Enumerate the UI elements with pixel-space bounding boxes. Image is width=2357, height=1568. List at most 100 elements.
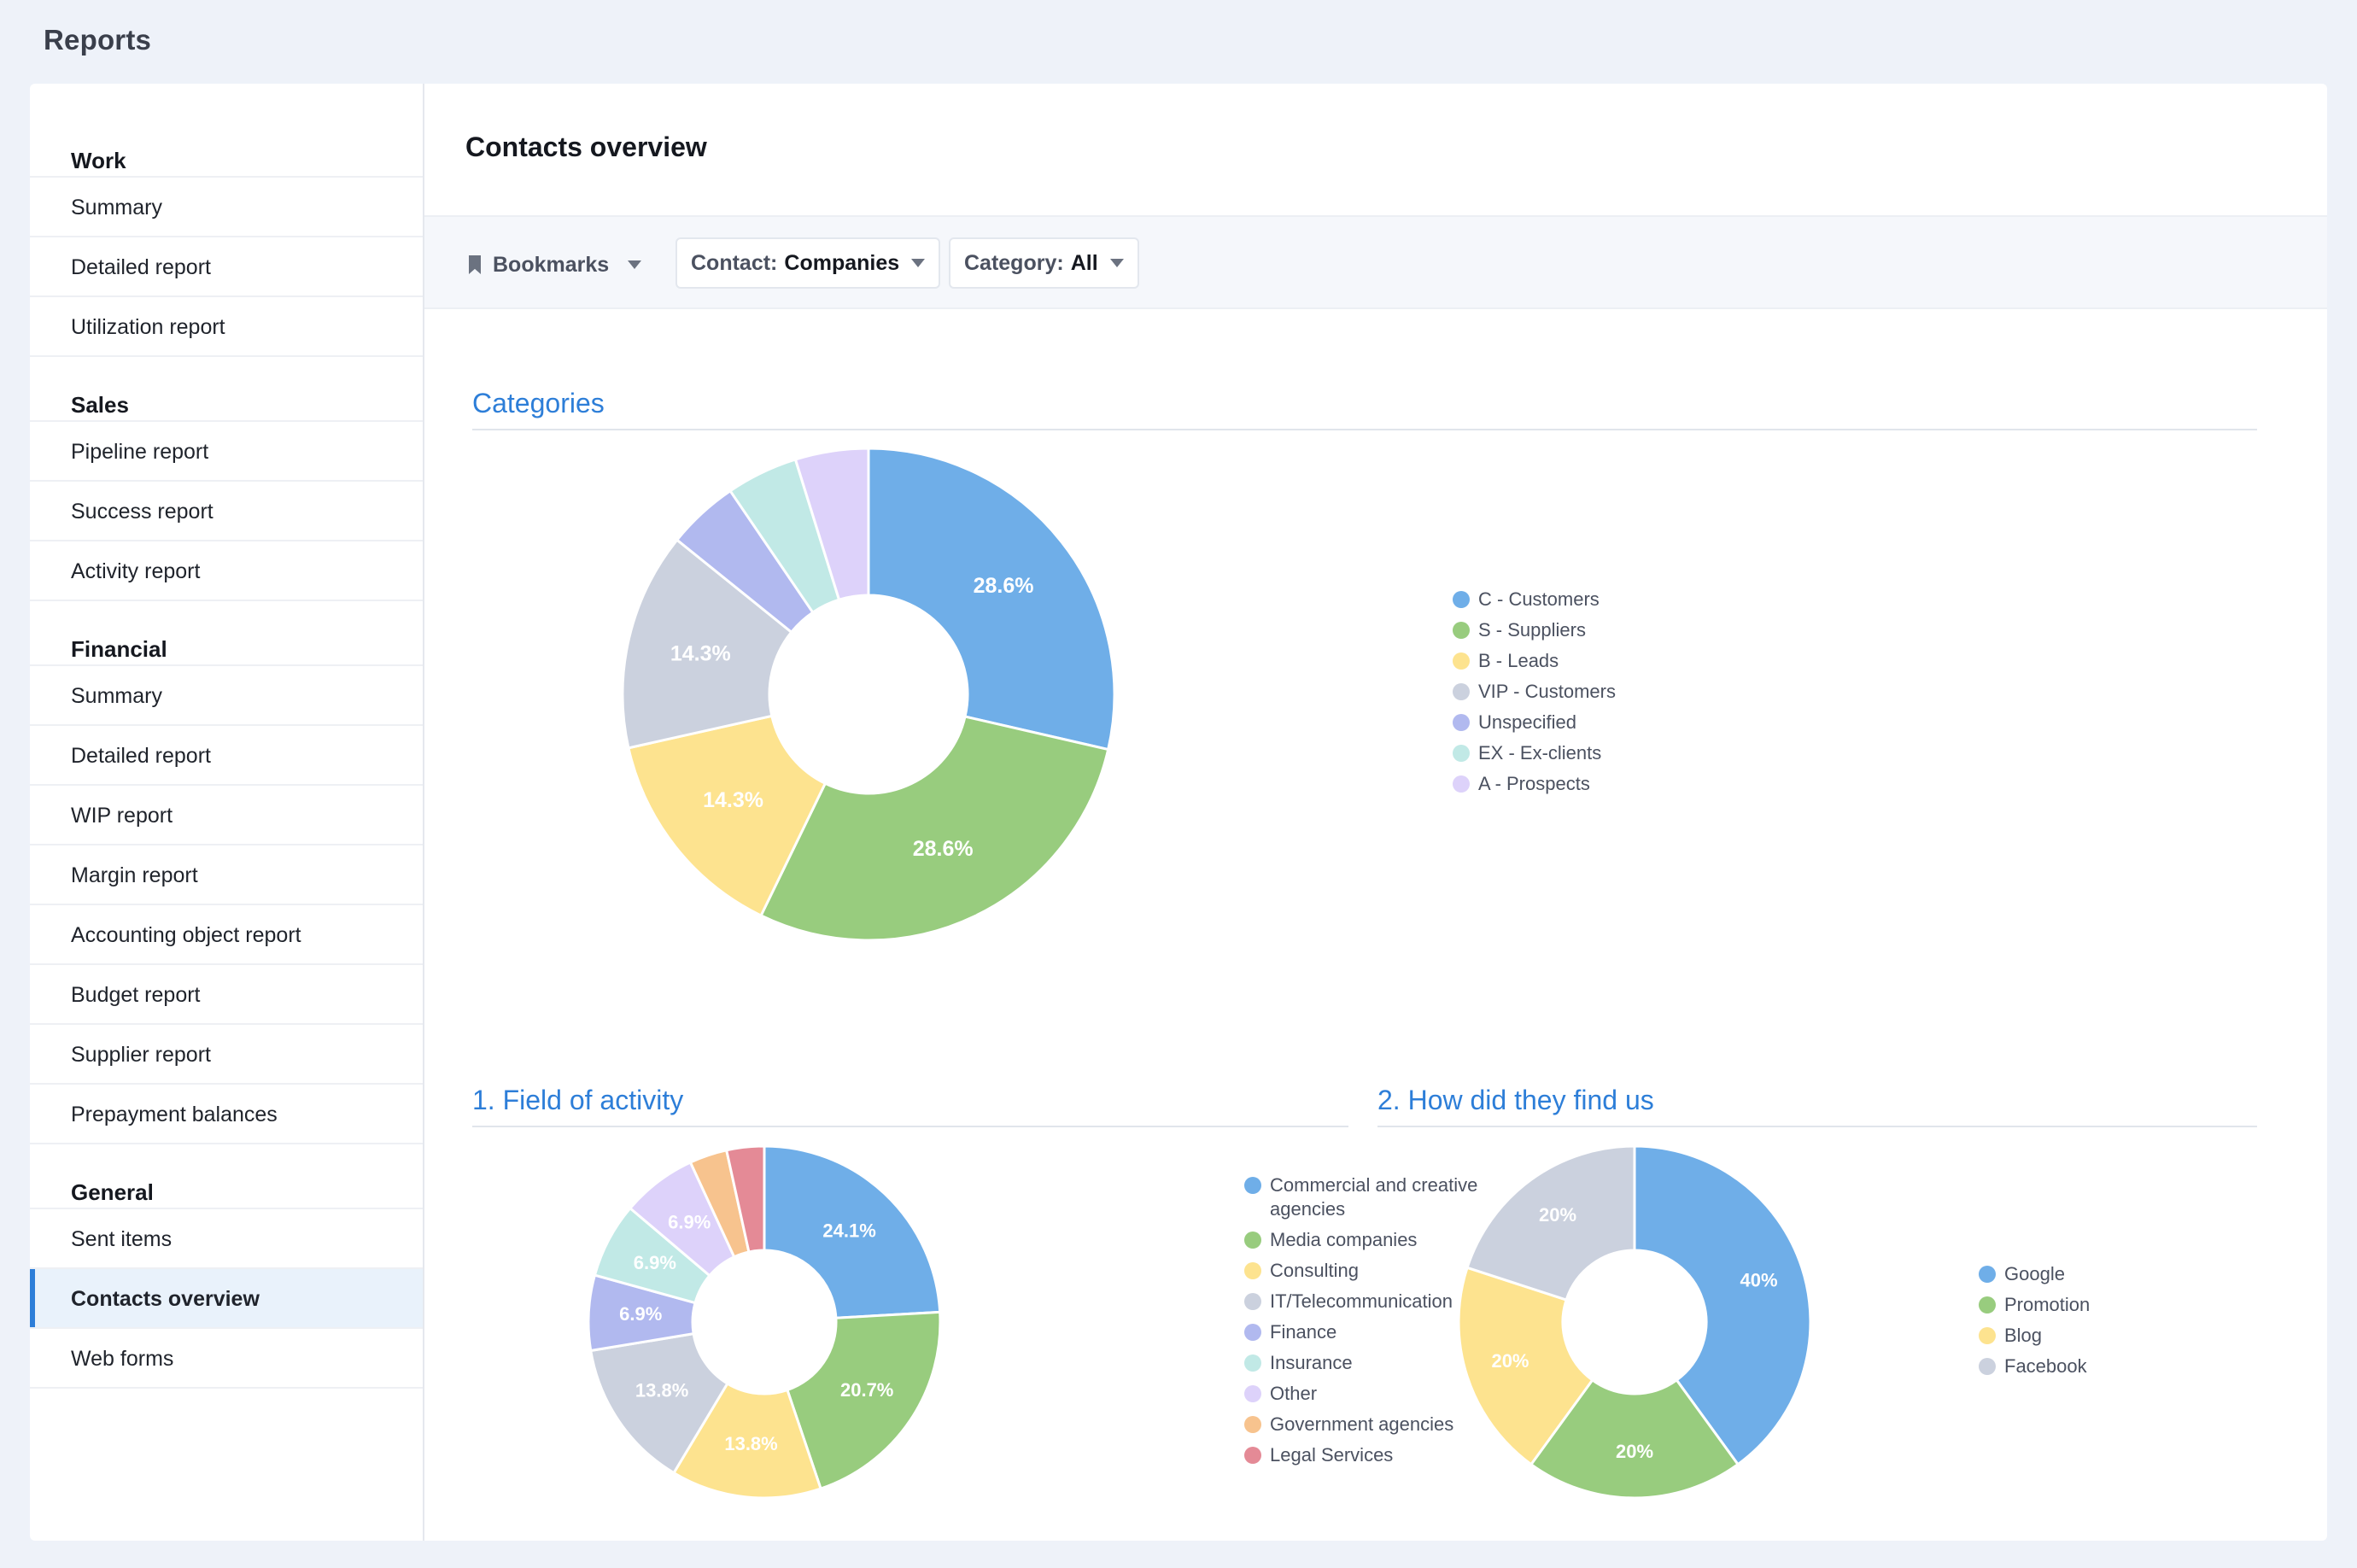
legend-item-facebook[interactable]: Facebook <box>1979 1354 2090 1378</box>
legend-swatch <box>1244 1262 1261 1279</box>
sidebar-group-sales: Sales Pipeline report Success report Activi… <box>30 374 423 601</box>
main-content: Contacts overview Bookmarks Contact: Com… <box>424 84 2327 1541</box>
bookmarks-dropdown[interactable]: Bookmarks <box>469 241 642 289</box>
sidebar-item-prepayment-balances[interactable]: Prepayment balances <box>30 1085 423 1144</box>
slice-blog[interactable] <box>1457 1266 1594 1466</box>
data-label-it-telecommunication: 13.8% <box>635 1379 688 1401</box>
slice-legal-services[interactable] <box>724 1144 766 1254</box>
contact-filter-value: Companies <box>784 250 900 275</box>
legend-item-it-telecommunication[interactable]: IT/Telecommunication <box>1244 1290 1535 1313</box>
legend-label: B - Leads <box>1478 650 1559 671</box>
slice-google[interactable] <box>1633 1144 1812 1466</box>
data-label-consulting: 13.8% <box>724 1433 777 1454</box>
legend-item-promotion[interactable]: Promotion <box>1979 1293 2090 1317</box>
sidebar-item-detailed-report[interactable]: Detailed report <box>30 726 423 786</box>
legend-item-ex-ex-clients[interactable]: EX - Ex-clients <box>1453 741 1616 765</box>
legend-item-finance[interactable]: Finance <box>1244 1320 1535 1344</box>
sidebar-item-margin-report[interactable]: Margin report <box>30 845 423 905</box>
chevron-down-icon <box>1109 259 1124 267</box>
category-filter-dropdown[interactable]: Category: All <box>949 237 1139 289</box>
legend-swatch <box>1453 622 1470 639</box>
legend-swatch <box>1979 1296 1996 1313</box>
sidebar-item-budget-report[interactable]: Budget report <box>30 965 423 1025</box>
data-label-c-customers: 28.6% <box>974 574 1034 598</box>
slice-media-companies[interactable] <box>786 1310 942 1491</box>
how-did-they-find-us-chart-title: 2. How did they find us <box>1377 1085 1654 1115</box>
legend-label: Insurance <box>1270 1352 1353 1373</box>
slice-s-suppliers[interactable] <box>759 715 1110 942</box>
legend-swatch <box>1244 1447 1261 1464</box>
field-of-activity-legend: Commercial and creative agencies Media co… <box>1244 1173 1535 1474</box>
sidebar-group-title: Work <box>30 130 423 178</box>
legend-item-b-leads[interactable]: B - Leads <box>1453 649 1616 673</box>
reports-shell: Work Summary Detailed report Utilization re… <box>30 84 2327 1541</box>
filter-bar: Bookmarks Contact: Companies Category: A… <box>424 215 2327 309</box>
data-label-google: 40% <box>1740 1270 1777 1291</box>
sidebar-item-success-report[interactable]: Success report <box>30 482 423 541</box>
sidebar-item-sent-items[interactable]: Sent items <box>30 1209 423 1269</box>
slice-it-telecommunication[interactable] <box>589 1331 729 1475</box>
legend-swatch <box>1453 775 1470 793</box>
sidebar-item-summary[interactable]: Summary <box>30 178 423 237</box>
section-divider <box>472 429 2257 430</box>
sidebar-group-general: General Sent items Contacts overview Web fo… <box>30 1161 423 1389</box>
sidebar-item-summary[interactable]: Summary <box>30 666 423 726</box>
report-title: Contacts overview <box>465 132 707 162</box>
slice-b-leads[interactable] <box>627 714 828 918</box>
slice-promotion[interactable] <box>1529 1378 1740 1500</box>
sidebar-item-utilization-report[interactable]: Utilization report <box>30 297 423 357</box>
sidebar-item-detailed-report[interactable]: Detailed report <box>30 237 423 297</box>
legend-item-government-agencies[interactable]: Government agencies <box>1244 1413 1535 1436</box>
field-of-activity-chart-title: 1. Field of activity <box>472 1085 684 1115</box>
bookmark-icon <box>469 255 481 274</box>
categories-donut-chart: 28.6% 28.6% 14.3% 14.3% <box>621 447 1116 942</box>
legend-item-c-customers[interactable]: C - Customers <box>1453 588 1616 611</box>
contact-filter-dropdown[interactable]: Contact: Companies <box>676 237 941 289</box>
legend-swatch <box>1453 683 1470 700</box>
category-filter-label: Category: <box>964 250 1064 275</box>
slice-vip-customers[interactable] <box>621 538 793 750</box>
sidebar-item-activity-report[interactable]: Activity report <box>30 541 423 601</box>
legend-swatch <box>1979 1327 1996 1344</box>
sidebar-item-accounting-object-report[interactable]: Accounting object report <box>30 905 423 965</box>
sidebar-item-wip-report[interactable]: WIP report <box>30 786 423 845</box>
sidebar-item-pipeline-report[interactable]: Pipeline report <box>30 422 423 482</box>
sidebar-group-work: Work Summary Detailed report Utilization re… <box>30 130 423 357</box>
slice-facebook[interactable] <box>1465 1144 1636 1302</box>
legend-item-consulting[interactable]: Consulting <box>1244 1259 1535 1283</box>
data-label-insurance: 6.9% <box>634 1252 676 1273</box>
slice-c-customers[interactable] <box>867 447 1116 752</box>
legend-label: A - Prospects <box>1478 773 1590 794</box>
legend-swatch <box>1453 745 1470 762</box>
sidebar-group-title: Sales <box>30 374 423 422</box>
legend-item-a-prospects[interactable]: A - Prospects <box>1453 772 1616 796</box>
slice-commercial-and-creative-agencies[interactable] <box>763 1144 942 1319</box>
legend-swatch <box>1453 591 1470 608</box>
sidebar-item-supplier-report[interactable]: Supplier report <box>30 1025 423 1085</box>
legend-item-blog[interactable]: Blog <box>1979 1324 2090 1348</box>
sidebar-item-contacts-overview[interactable]: Contacts overview <box>30 1269 423 1329</box>
legend-item-unspecified[interactable]: Unspecified <box>1453 711 1616 734</box>
slice-a-prospects[interactable] <box>793 447 870 602</box>
data-label-finance: 6.9% <box>619 1303 662 1325</box>
legend-item-vip-customers[interactable]: VIP - Customers <box>1453 680 1616 704</box>
legend-item-media-companies[interactable]: Media companies <box>1244 1228 1535 1252</box>
data-label-b-leads: 14.3% <box>703 788 763 812</box>
legend-label: VIP - Customers <box>1478 681 1616 702</box>
sidebar-item-web-forms[interactable]: Web forms <box>30 1329 423 1389</box>
section-divider <box>472 1126 1348 1127</box>
legend-item-legal-services[interactable]: Legal Services <box>1244 1443 1535 1467</box>
legend-label: Commercial and creative agencies <box>1270 1174 1478 1220</box>
legend-swatch <box>1979 1266 1996 1283</box>
legend-label: Legal Services <box>1270 1444 1394 1466</box>
legend-item-other[interactable]: Other <box>1244 1382 1535 1406</box>
legend-item-insurance[interactable]: Insurance <box>1244 1351 1535 1375</box>
legend-swatch <box>1244 1354 1261 1372</box>
legend-item-commercial-and-creative-agencies[interactable]: Commercial and creative agencies <box>1244 1173 1535 1221</box>
legend-label: S - Suppliers <box>1478 619 1586 641</box>
legend-swatch <box>1244 1177 1261 1194</box>
legend-item-s-suppliers[interactable]: S - Suppliers <box>1453 618 1616 642</box>
bookmarks-label: Bookmarks <box>493 252 610 277</box>
legend-label: Unspecified <box>1478 711 1576 733</box>
legend-item-google[interactable]: Google <box>1979 1262 2090 1286</box>
